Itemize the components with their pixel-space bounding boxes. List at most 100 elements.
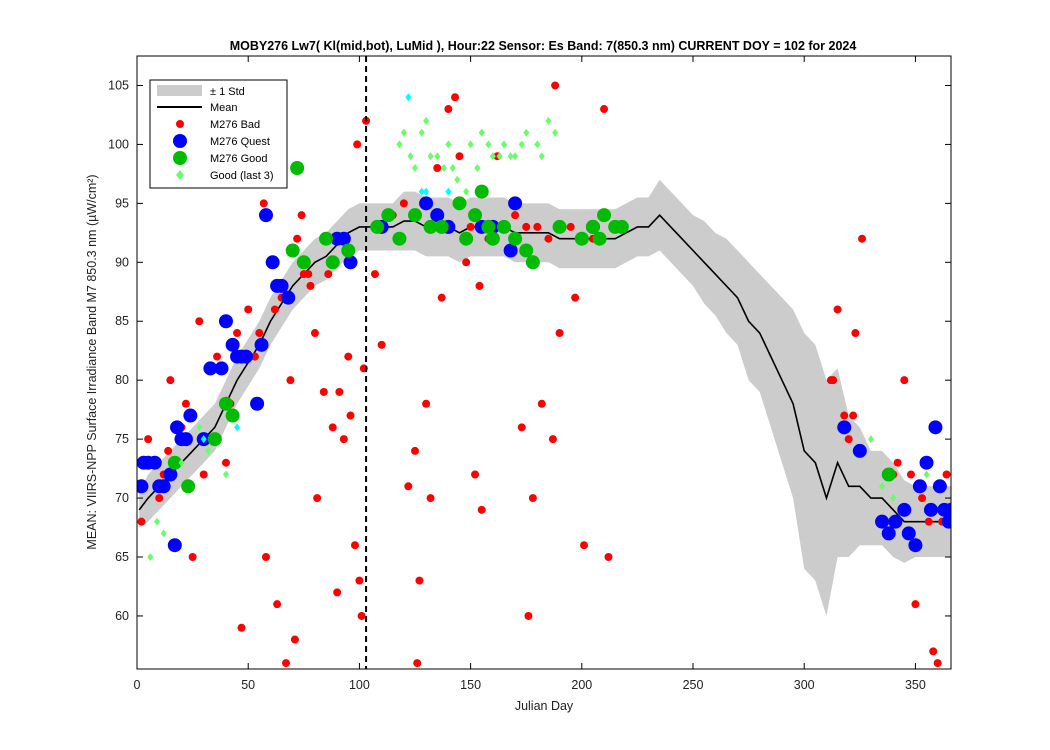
recent-good-point: [523, 128, 530, 137]
y-tick-label: 100: [108, 137, 129, 151]
bad-point: [433, 163, 442, 172]
quest-point: [250, 396, 265, 411]
good-point: [459, 231, 474, 246]
bad-point: [840, 411, 849, 420]
recent-good-point: [890, 494, 897, 503]
quest-point: [919, 455, 934, 470]
legend-label-recent: Good (last 3): [210, 170, 274, 182]
x-tick-label: 250: [683, 678, 704, 692]
quest-point: [923, 502, 938, 517]
bad-point: [437, 293, 446, 302]
recent-good-point: [445, 140, 452, 149]
good-point: [474, 184, 489, 199]
mean-line: [138, 213, 951, 523]
bad-point: [933, 659, 942, 668]
recent-good-point: [867, 435, 874, 444]
legend-swatch-quest: [173, 134, 187, 148]
good-point: [167, 455, 182, 470]
recent-cyan-point: [423, 187, 430, 196]
legend-swatch-std: [157, 85, 202, 96]
quest-point: [912, 479, 927, 494]
bad-point: [571, 293, 580, 302]
bad-point: [528, 494, 537, 503]
recent-good-point: [467, 140, 474, 149]
quest-point: [881, 526, 896, 541]
x-tick-label: 150: [460, 678, 481, 692]
recent-good-point: [507, 152, 514, 161]
bad-point: [517, 423, 526, 432]
good-point: [519, 243, 534, 258]
bad-point: [344, 352, 353, 361]
legend-label-quest: M276 Quest: [210, 136, 270, 148]
bad-point: [233, 329, 242, 338]
quest-point: [137, 479, 149, 494]
recent-good-point: [478, 128, 485, 137]
y-tick-label: 65: [115, 550, 129, 564]
bad-point: [833, 305, 842, 314]
bad-point: [282, 659, 291, 668]
bad-point: [942, 470, 951, 479]
good-point: [574, 231, 589, 246]
quest-point: [336, 231, 351, 246]
quest-point: [170, 420, 185, 435]
bad-point: [370, 270, 379, 279]
quest-point: [837, 420, 852, 435]
bad-point: [297, 211, 306, 220]
recent-good-point: [154, 517, 161, 526]
y-tick-label: 95: [115, 196, 129, 210]
bad-point: [580, 541, 589, 550]
bad-point: [911, 600, 920, 609]
bad-point: [244, 305, 253, 314]
bad-point: [566, 222, 575, 231]
bad-point: [221, 458, 230, 467]
bad-point: [604, 553, 613, 562]
bad-point: [350, 541, 359, 550]
bad-point: [444, 105, 453, 114]
legend-swatch-recent: [176, 170, 184, 180]
quest-point: [888, 514, 903, 529]
quest-point: [225, 337, 240, 352]
good-point: [585, 219, 600, 234]
good-point: [296, 255, 311, 270]
bad-point: [293, 234, 302, 243]
bad-point: [286, 376, 295, 385]
bad-point: [477, 505, 486, 514]
recent-good-point: [412, 163, 419, 172]
good-point: [392, 231, 407, 246]
quest-point: [163, 467, 178, 482]
bad-point: [475, 281, 484, 290]
y-tick-label: 75: [115, 432, 129, 446]
bad-point: [290, 635, 299, 644]
bad-point: [328, 423, 337, 432]
recent-good-point: [449, 163, 456, 172]
recent-good-point: [518, 140, 525, 149]
good-point: [881, 467, 896, 482]
good-point: [496, 219, 511, 234]
recent-good-point: [427, 152, 434, 161]
good-point: [525, 255, 540, 270]
x-tick-label: 300: [794, 678, 815, 692]
quest-point: [941, 514, 951, 529]
bad-point: [355, 576, 364, 585]
bad-point: [377, 340, 386, 349]
bad-point: [600, 105, 609, 114]
y-tick-label: 60: [115, 609, 129, 623]
quest-point: [183, 408, 198, 423]
bad-point: [164, 446, 173, 455]
bad-point: [237, 623, 246, 632]
bad-point: [929, 647, 938, 656]
good-point: [508, 231, 523, 246]
bad-point: [918, 494, 927, 503]
good-point: [552, 219, 567, 234]
recent-good-point: [552, 128, 559, 137]
bad-point: [166, 376, 175, 385]
bad-point: [155, 494, 164, 503]
recent-good-point: [178, 458, 185, 467]
quest-point: [897, 502, 912, 517]
good-point: [485, 231, 500, 246]
legend-swatch-good: [173, 151, 187, 165]
quest-point: [178, 432, 193, 447]
quest-point: [238, 349, 253, 364]
bad-point: [261, 553, 270, 562]
x-tick-label: 0: [134, 678, 141, 692]
